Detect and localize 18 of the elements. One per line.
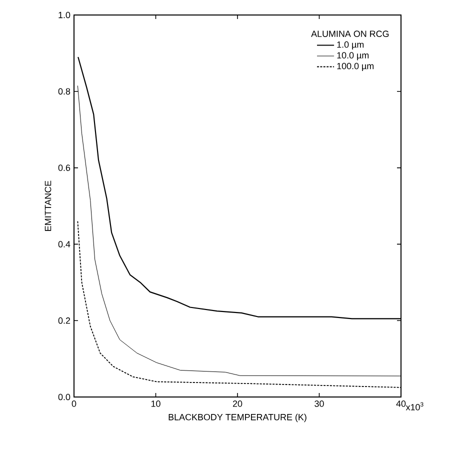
- y-tick-label: 0.6: [58, 164, 70, 171]
- legend-label: 100.0 µm: [337, 62, 374, 71]
- x-tick-label: 20: [232, 400, 242, 407]
- y-tick-label: 0.2: [58, 317, 70, 324]
- y-tick-label: 0.4: [58, 241, 70, 248]
- legend-label: 10.0 µm: [337, 52, 369, 60]
- legend-label: 1.0 µm: [337, 41, 364, 50]
- x-tick-label: 10: [151, 400, 160, 407]
- x-tick-label: 30: [314, 400, 324, 407]
- y-tick-label: 1.0: [58, 12, 70, 18]
- y-tick-label: 0.0: [58, 394, 70, 400]
- x-tick-label: 0: [72, 400, 76, 407]
- y-axis-title: EMITTANCE: [44, 180, 52, 231]
- text: x10$^{3}$: [406, 402, 424, 410]
- x-tick-label: 40: [396, 400, 406, 407]
- y-tick-label: 0.8: [58, 88, 70, 95]
- legend-title: ALUMINA ON RCG: [311, 30, 389, 37]
- x-axis-title: BLACKBODY TEMPERATURE (K): [168, 414, 306, 422]
